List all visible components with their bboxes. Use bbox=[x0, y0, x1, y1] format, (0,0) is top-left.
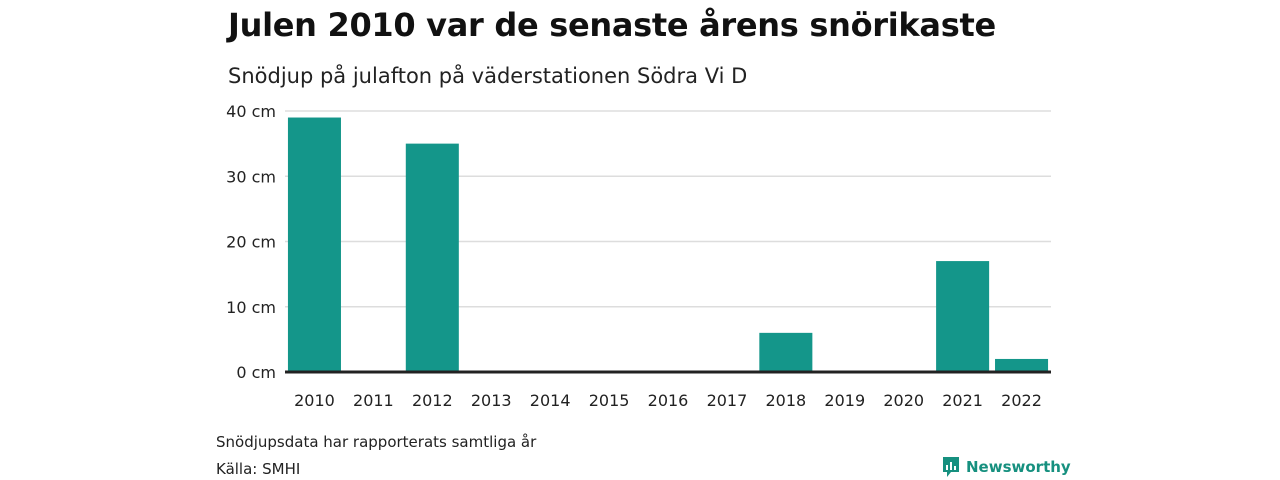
chart-title: Julen 2010 var de senaste årens snörikas… bbox=[228, 6, 996, 44]
x-tick-label: 2021 bbox=[942, 391, 983, 410]
x-tick-label: 2012 bbox=[412, 391, 453, 410]
x-tick-label: 2014 bbox=[530, 391, 571, 410]
y-tick-label: 30 cm bbox=[226, 167, 276, 186]
chart-subtitle: Snödjup på julafton på väderstationen Sö… bbox=[228, 64, 748, 88]
source-note: Källa: SMHI bbox=[216, 460, 301, 478]
footnote: Snödjupsdata har rapporterats samtliga å… bbox=[216, 433, 537, 451]
x-tick-label: 2010 bbox=[294, 391, 335, 410]
x-tick-label: 2011 bbox=[353, 391, 394, 410]
brand-logo: Newsworthy bbox=[942, 456, 1071, 478]
x-tick-label: 2020 bbox=[883, 391, 924, 410]
x-axis-ticks: 2010 2011 2012 2013 2014 2015 2016 2017 2018 2019… bbox=[294, 391, 1042, 410]
bar-2010 bbox=[287, 117, 341, 373]
bars bbox=[287, 117, 1049, 373]
x-tick-label: 2013 bbox=[471, 391, 512, 410]
x-tick-label: 2015 bbox=[589, 391, 630, 410]
y-tick-label: 0 cm bbox=[236, 363, 276, 382]
brand-name: Newsworthy bbox=[966, 458, 1071, 476]
y-tick-label: 20 cm bbox=[226, 233, 276, 252]
x-tick-label: 2016 bbox=[648, 391, 689, 410]
y-tick-label: 10 cm bbox=[226, 298, 276, 317]
bar-2022 bbox=[995, 358, 1049, 372]
y-tick-label: 40 cm bbox=[226, 102, 276, 121]
x-tick-label: 2022 bbox=[1001, 391, 1042, 410]
y-axis-ticks: 0 cm 10 cm 20 cm 30 cm 40 cm bbox=[226, 102, 276, 382]
x-tick-label: 2019 bbox=[824, 391, 865, 410]
x-tick-label: 2018 bbox=[765, 391, 806, 410]
bar-2021 bbox=[936, 261, 990, 372]
newsworthy-logo-icon bbox=[943, 457, 959, 477]
bar-2012 bbox=[405, 143, 459, 372]
x-tick-label: 2017 bbox=[707, 391, 748, 410]
bar-2018 bbox=[759, 332, 813, 372]
